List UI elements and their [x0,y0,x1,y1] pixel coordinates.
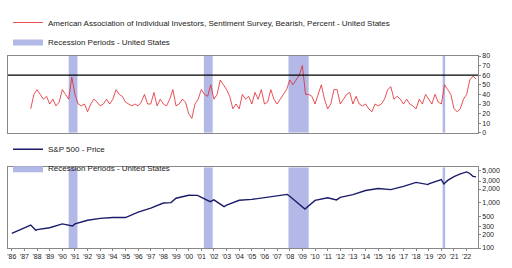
svg-text:100: 100 [482,244,494,251]
svg-text:'96: '96 [134,253,143,260]
svg-text:5,000: 5,000 [482,167,500,174]
svg-text:'13: '13 [348,253,357,260]
svg-text:'08: '08 [285,253,294,260]
svg-text:'00: '00 [184,253,193,260]
svg-text:'22: '22 [462,253,471,260]
svg-text:Recession Periods - United Sta: Recession Periods - United States [48,164,170,173]
svg-text:'15: '15 [374,253,383,260]
svg-text:'12: '12 [336,253,345,260]
svg-text:'95: '95 [121,253,130,260]
svg-text:'17: '17 [399,253,408,260]
svg-text:50: 50 [482,81,490,88]
svg-text:'99: '99 [171,253,180,260]
svg-text:1,000: 1,000 [482,199,500,206]
svg-text:70: 70 [482,62,490,69]
svg-text:'94: '94 [108,253,117,260]
svg-text:200: 200 [482,231,494,238]
svg-text:'90: '90 [58,253,67,260]
svg-text:40: 40 [482,91,490,98]
svg-text:30: 30 [482,100,490,107]
svg-text:'21: '21 [449,253,458,260]
svg-text:'04: '04 [235,253,244,260]
svg-text:20: 20 [482,110,490,117]
svg-text:'19: '19 [424,253,433,260]
svg-text:'18: '18 [412,253,421,260]
svg-text:'86: '86 [7,253,16,260]
svg-text:300: 300 [482,223,494,230]
svg-text:0: 0 [482,129,486,136]
svg-text:'11: '11 [323,253,332,260]
svg-text:American Association of Indivi: American Association of Individual Inves… [48,19,390,28]
svg-text:3,000: 3,000 [482,177,500,184]
svg-text:'87: '87 [20,253,29,260]
svg-text:60: 60 [482,72,490,79]
svg-text:'92: '92 [83,253,92,260]
svg-text:10: 10 [482,120,490,127]
svg-text:'88: '88 [32,253,41,260]
svg-text:'10: '10 [310,253,319,260]
svg-text:'07: '07 [273,253,282,260]
svg-text:'97: '97 [146,253,155,260]
svg-text:'06: '06 [260,253,269,260]
svg-text:'01: '01 [197,253,206,260]
svg-text:'14: '14 [361,253,370,260]
svg-text:'89: '89 [45,253,54,260]
svg-text:'09: '09 [298,253,307,260]
svg-text:'91: '91 [70,253,79,260]
svg-text:'16: '16 [386,253,395,260]
svg-text:'98: '98 [159,253,168,260]
svg-text:'20: '20 [437,253,446,260]
svg-text:80: 80 [482,52,490,59]
svg-text:'03: '03 [222,253,231,260]
svg-text:'05: '05 [247,253,256,260]
svg-text:S&P 500 - Price: S&P 500 - Price [48,145,105,154]
svg-text:500: 500 [482,213,494,220]
svg-text:2,000: 2,000 [482,185,500,192]
svg-text:Recession Periods - United Sta: Recession Periods - United States [48,38,170,47]
svg-text:'93: '93 [96,253,105,260]
svg-text:'02: '02 [209,253,218,260]
